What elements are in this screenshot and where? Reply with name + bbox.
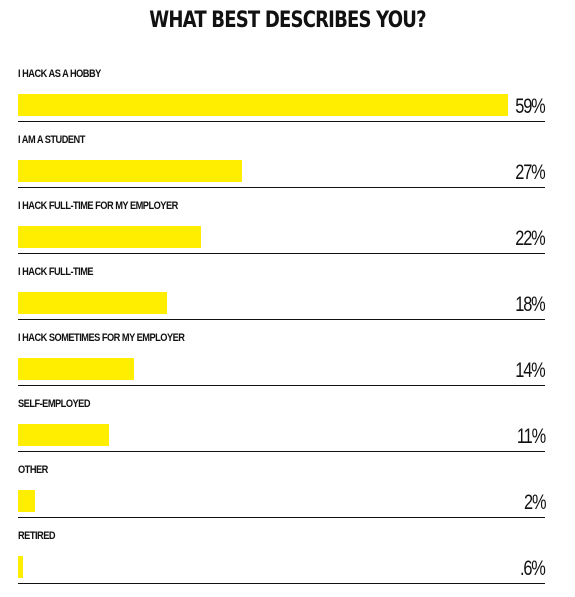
category-label: I AM A STUDENT [18,134,85,146]
bar-chart: I HACK AS A HOBBY 59% I AM A STUDENT 27% I H… [18,56,547,584]
value-label: 22% [515,227,546,250]
value-label: 11% [516,425,546,448]
bar-track [18,424,508,446]
category-label: RETIRED [18,530,56,542]
bar-row: OTHER 2% [18,452,547,518]
bar [18,292,168,314]
bar [18,94,508,116]
bar-row: I HACK AS A HOBBY 59% [18,56,546,122]
value-label: 27% [515,161,546,184]
value-label: 18% [515,293,546,316]
bar-track [18,358,508,380]
bar-track [18,160,508,182]
bar-row: I HACK SOMETIMES FOR MY EMPLOYER 14% [18,320,546,386]
category-label: I HACK SOMETIMES FOR MY EMPLOYER [18,332,185,344]
category-label: I HACK FULL-TIME FOR MY EMPLOYER [18,200,178,212]
category-label: I HACK AS A HOBBY [18,68,101,80]
bar [18,424,110,446]
chart-title: WHAT BEST DESCRIBES YOU? [149,8,426,33]
bar-track [18,292,508,314]
bar [18,226,201,248]
bar [18,490,35,512]
bar [18,160,243,182]
bar-track [18,94,508,116]
value-label: .6% [520,557,546,580]
bar-track [18,490,508,512]
bar-row: I HACK FULL-TIME 18% [18,254,546,320]
bar-row: I AM A STUDENT 27% [18,122,546,188]
value-label: 14% [515,359,546,382]
bar-track [18,556,508,578]
category-label: I HACK FULL-TIME [18,266,94,278]
bar-track [18,226,508,248]
bar-row: I HACK FULL-TIME FOR MY EMPLOYER 22% [18,188,546,254]
bar [18,358,135,380]
bar-row: RETIRED .6% [18,518,546,584]
category-label: OTHER [18,464,48,476]
value-label: 2% [523,491,547,514]
value-label: 59% [515,95,546,118]
bar [18,556,23,578]
bar-row: SELF-EMPLOYED 11% [18,386,546,452]
category-label: SELF-EMPLOYED [18,398,91,410]
